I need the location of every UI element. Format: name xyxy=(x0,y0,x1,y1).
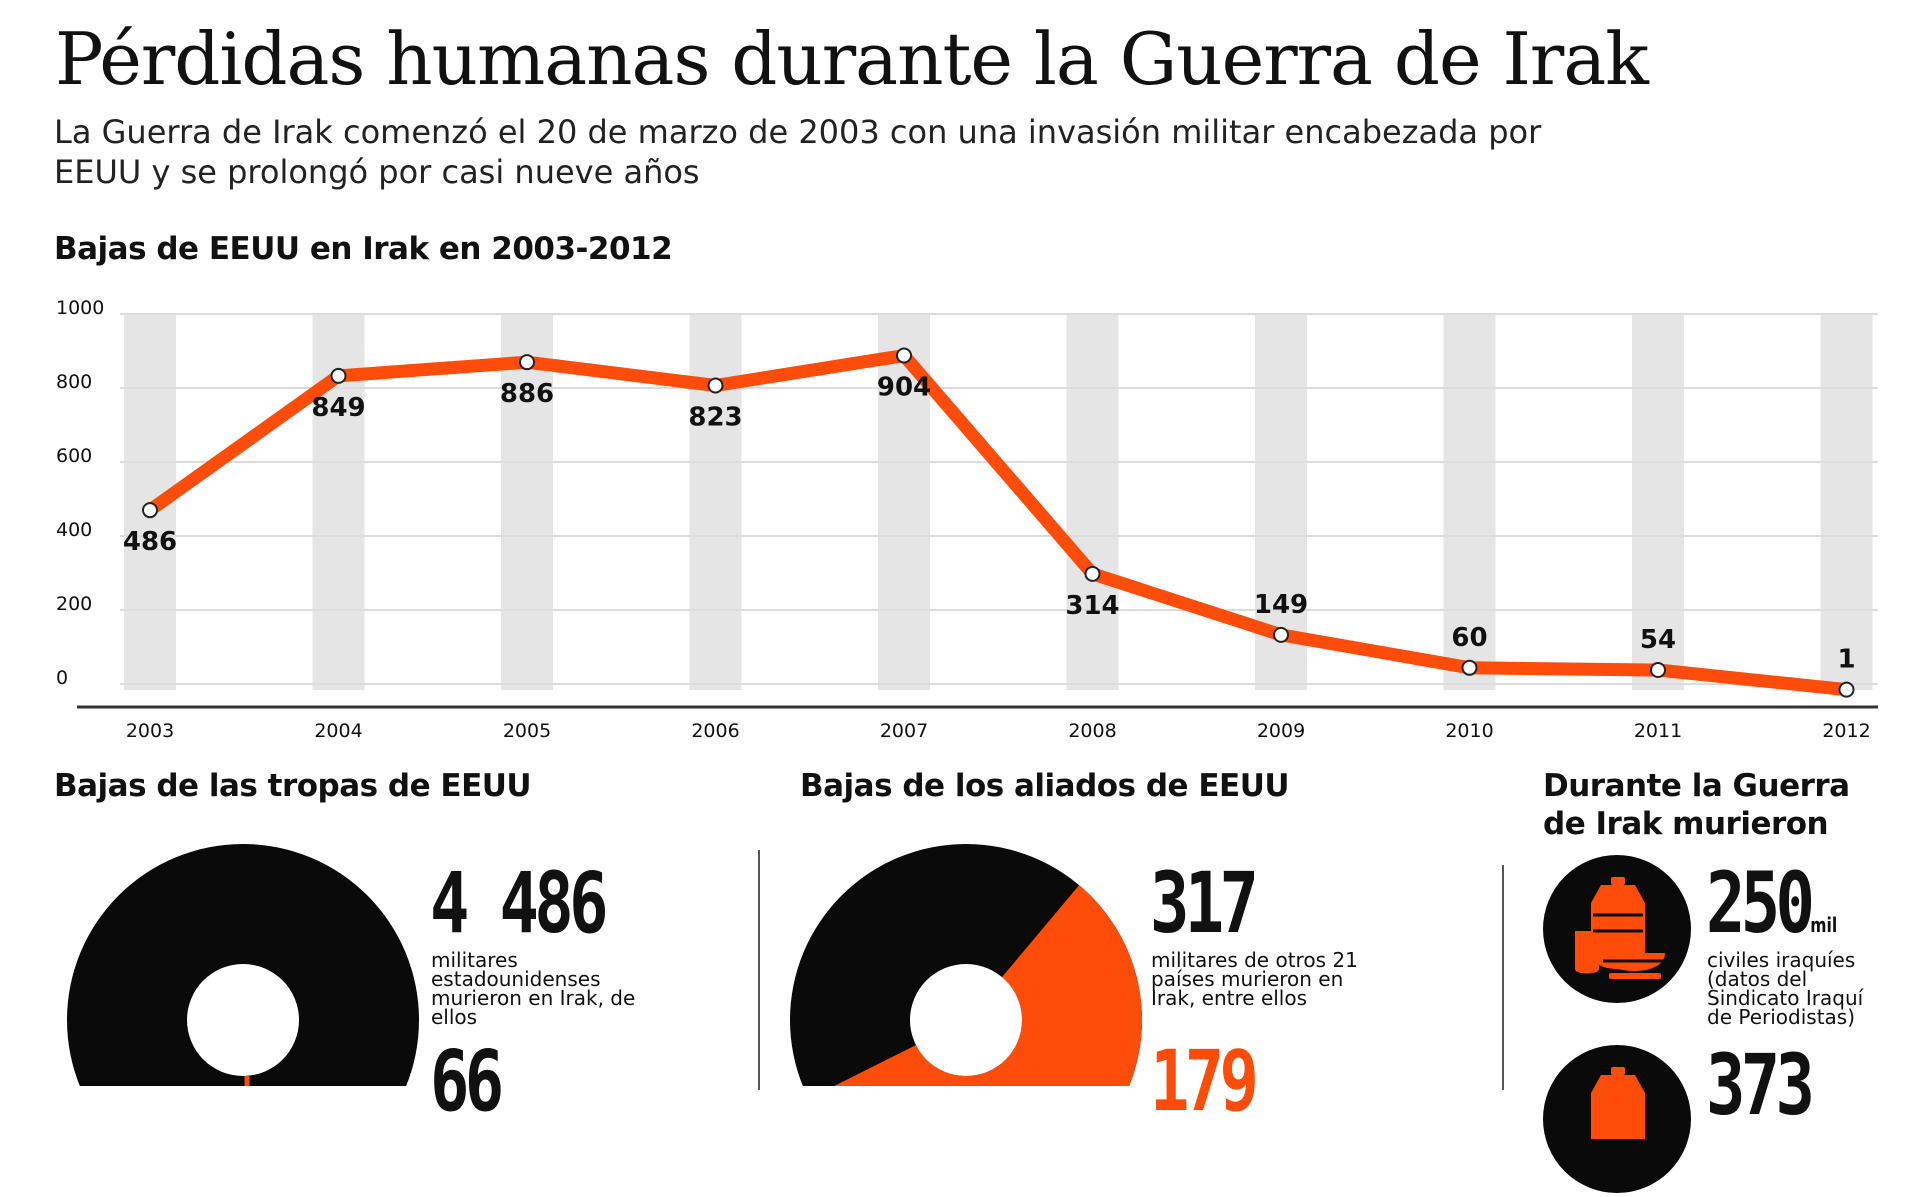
x-tick-label: 2005 xyxy=(503,720,551,742)
x-tick-label: 2003 xyxy=(126,720,174,742)
divider-1 xyxy=(758,850,760,1090)
data-point xyxy=(142,502,158,519)
data-label: 1 xyxy=(1837,645,1855,675)
year-band xyxy=(501,314,553,690)
x-tick-label: 2009 xyxy=(1257,720,1305,742)
data-point xyxy=(896,347,912,364)
data-label: 904 xyxy=(877,373,931,403)
allies-text: militares de otros 21 países murieron en… xyxy=(1151,948,1358,1010)
year-band xyxy=(1820,314,1873,690)
us-troops-number: 4 486 xyxy=(430,854,609,952)
second-number: 373 xyxy=(1706,1036,1815,1134)
y-tick-label: 400 xyxy=(56,519,92,541)
x-tick-label: 2004 xyxy=(314,720,362,742)
deaths-title: Durante la Guerra de Irak murieron xyxy=(1543,768,1850,842)
allies-number: 317 xyxy=(1150,854,1259,952)
data-point xyxy=(1461,659,1478,676)
year-band xyxy=(1066,314,1119,690)
us-troops-sub-number: 66 xyxy=(430,1032,504,1130)
page-title: Pérdidas humanas durante la Guerra de Ir… xyxy=(55,17,1649,101)
data-label: 54 xyxy=(1640,625,1676,655)
data-label: 60 xyxy=(1451,623,1487,653)
x-tick-label: 2007 xyxy=(880,720,928,742)
urn-icon-2 xyxy=(1543,1045,1691,1193)
x-tick-label: 2011 xyxy=(1634,720,1682,742)
x-tick-label: 2008 xyxy=(1068,720,1116,742)
y-tick-label: 200 xyxy=(56,593,92,615)
civilians-number: 250mil xyxy=(1706,858,1837,970)
civilians-unit: mil xyxy=(1810,913,1838,937)
data-label: 849 xyxy=(311,393,365,423)
allies-donut xyxy=(790,844,1142,1086)
donut-slice-orange xyxy=(834,885,1142,1086)
data-label: 149 xyxy=(1254,590,1308,620)
donut-hole xyxy=(187,964,299,1076)
x-tick-label: 2012 xyxy=(1822,720,1870,742)
series-line xyxy=(143,349,1853,697)
y-tick-label: 0 xyxy=(56,667,68,689)
us-troops-text: militares estadounidenses murieron en Ir… xyxy=(431,948,636,1029)
year-band xyxy=(1632,314,1684,690)
data-label: 486 xyxy=(123,527,177,557)
allies-title: Bajas de los aliados de EEUU xyxy=(800,768,1290,804)
data-point xyxy=(1838,681,1855,698)
civilians-text: civiles iraquíes (datos del Sindicato Ir… xyxy=(1707,948,1864,1029)
civilians-number-value: 250 xyxy=(1706,854,1815,952)
y-tick-label: 800 xyxy=(56,371,92,393)
x-tick-label: 2010 xyxy=(1445,720,1493,742)
y-tick-label: 600 xyxy=(56,445,92,467)
data-label: 314 xyxy=(1065,591,1119,621)
data-point xyxy=(519,354,535,371)
divider-2 xyxy=(1502,865,1504,1090)
y-tick-label: 1000 xyxy=(56,297,104,319)
year-band xyxy=(1443,314,1496,690)
data-point xyxy=(1084,565,1101,582)
us-troops-donut xyxy=(67,844,419,1086)
us-troops-title: Bajas de las tropas de EEUU xyxy=(54,768,532,804)
allies-sub-number: 179 xyxy=(1150,1032,1259,1130)
data-point xyxy=(1273,626,1289,643)
data-label: 886 xyxy=(500,379,554,409)
data-label: 823 xyxy=(688,402,742,432)
year-band xyxy=(689,314,742,690)
donut-hole xyxy=(910,964,1022,1076)
page-subtitle: La Guerra de Irak comenzó el 20 de marzo… xyxy=(54,113,1542,191)
data-point xyxy=(1650,662,1666,679)
x-tick-label: 2006 xyxy=(691,720,739,742)
us-casualties-line-chart: 0 200 400 600 800 1000 2003 2004 2005 2006 2007 20… xyxy=(56,297,1878,1086)
data-point xyxy=(330,367,347,384)
chart-title: Bajas de EEUU en Irak en 2003-2012 xyxy=(54,231,673,267)
urn-icon xyxy=(1543,855,1691,1003)
data-point xyxy=(707,377,724,394)
